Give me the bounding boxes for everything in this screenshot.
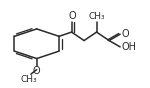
Text: O: O	[69, 11, 76, 21]
Text: O: O	[33, 66, 41, 76]
Text: OH: OH	[122, 42, 137, 52]
Text: CH₃: CH₃	[88, 12, 105, 21]
Text: O: O	[122, 29, 129, 39]
Text: CH₃: CH₃	[20, 76, 37, 84]
